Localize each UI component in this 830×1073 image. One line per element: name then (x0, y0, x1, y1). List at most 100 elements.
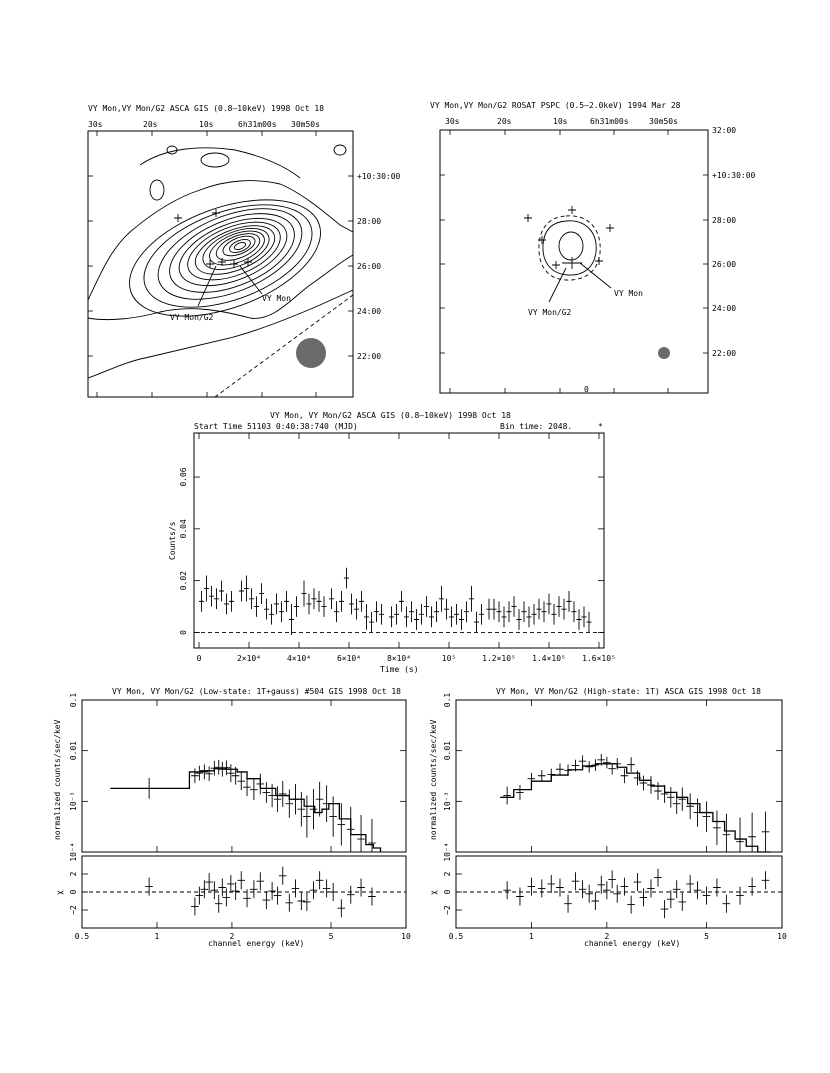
spectrum-low-data-point (195, 765, 204, 781)
gis-psf-disc (296, 338, 326, 368)
spectrum-low-title: VY Mon, VY Mon/G2 (Low-state: 1T+gauss) … (112, 687, 401, 696)
spectrum-low-residual-point (195, 886, 204, 905)
spectrum-low-y-tick-label: 10⁻⁴ (69, 842, 78, 861)
spectrum-low-residual-point (291, 879, 300, 898)
pspc-frame-ticks (440, 129, 708, 393)
lightcurve-data-point (418, 603, 425, 625)
lightcurve-data-point (541, 601, 547, 623)
gis-pointer-vymon (239, 265, 263, 295)
spectrum-high-residual-point (597, 875, 606, 894)
gis-label-vymon: VY Mon (262, 294, 291, 303)
pspc-dec-tick-1: +10:30:00 (712, 171, 756, 180)
pspc-bottom-mark: 0 (584, 385, 589, 394)
spectrum-low-resid-tick-label: 2 (69, 871, 78, 876)
spectrum-low-model-line (110, 768, 382, 852)
spectrum-low-data-point (337, 803, 346, 846)
spectrum-low-data-point (243, 778, 251, 797)
lightcurve-data-point (368, 611, 375, 633)
lightcurve-bin-time: Bin time: 2048. (500, 422, 572, 431)
lightcurve-data-point (213, 588, 220, 610)
lightcurve-data-point (536, 598, 542, 620)
spectrum-low-data-point (273, 786, 282, 813)
lightcurve-data-point (278, 601, 285, 623)
spectrum-high-residual-point (556, 878, 564, 897)
spectrum-low-residual-point (357, 878, 365, 897)
gis-dec-tick-1: 28:00 (357, 217, 381, 226)
spectrum-low-x-tick-label: 2 (230, 932, 235, 941)
spectrum-high-residual-point (686, 874, 694, 893)
spectrum-high-residual-point (608, 870, 616, 889)
spectrum-high-data-point (761, 811, 770, 852)
lightcurve-x-tick-labels: 0 2×10⁴ 4×10⁴ 6×10⁴ 8×10⁴ 10⁵ 1.2×10⁵ 1.4×10⁵ 1.… (197, 654, 616, 663)
spectrum-low-residual-point (297, 892, 306, 910)
spectrum-low-residual-point (243, 889, 251, 908)
lightcurve-data-point (438, 585, 445, 612)
spectrum-low-data-point (291, 783, 300, 815)
spectrum-high-data-point (585, 761, 593, 773)
spectrum-low-data-point (357, 814, 365, 852)
spectrum-high-data-point (693, 798, 702, 827)
lightcurve-data-point (258, 583, 265, 604)
spectrum-high-xlabel: channel energy (keV) (584, 939, 680, 948)
spectrum-high-residual-point (736, 886, 744, 905)
pspc-ra-tick-4: 30m50s (649, 117, 678, 126)
spectrum-high-data-point (713, 810, 721, 846)
lightcurve-data-point (531, 603, 537, 625)
spectrum-high-data-point (678, 787, 687, 811)
lightcurve-data-point (353, 598, 360, 620)
lightcurve-data-point (263, 598, 270, 620)
spectrum-high-data-points (503, 754, 770, 852)
lightcurve-data-point (333, 601, 340, 623)
spectrum-high-x-tick-label: 0.5 (449, 932, 464, 941)
spectrum-high-residual-points (503, 868, 770, 919)
spectrum-high-data-point (527, 772, 536, 785)
lightcurve-y-tick-label: 0.02 (179, 571, 188, 590)
spectrum-high-residual-point (627, 895, 635, 914)
spectrum-high-residual-point (602, 881, 611, 900)
lightcurve-data-point (268, 603, 275, 625)
spectrum-low-data-point (250, 779, 258, 800)
lightcurve-data-point (306, 593, 312, 615)
spectrum-high-resid-tick-label: 0 (443, 889, 452, 894)
spectrum-high-panel: VY Mon, VY Mon/G2 (High-state: 1T) ASCA … (429, 687, 787, 948)
lightcurve-y-tick-label: 0 (179, 630, 188, 635)
lightcurve-ylabel: Counts/s (168, 521, 177, 560)
lightcurve-data-point (478, 603, 485, 625)
pspc-label-g2: VY Mon/G2 (528, 308, 572, 317)
lightcurve-data-point (228, 591, 235, 612)
spectrum-high-residual-point (516, 887, 524, 906)
spectrum-high-residual-point (666, 890, 675, 909)
spectrum-high-residual-point (503, 881, 511, 900)
spectrum-high-data-point (666, 786, 675, 808)
spectrum-low-main-frame (81, 699, 407, 853)
lightcurve-data-point (328, 588, 335, 610)
spectrum-low-residual-point (200, 880, 209, 899)
lightcurve-data-point (491, 598, 497, 620)
spectrum-low-data-point (315, 781, 324, 817)
lightcurve-data-point (358, 591, 365, 612)
pspc-label-vymon: VY Mon (614, 289, 643, 298)
spectrum-high-y-tick-label: 10⁻⁴ (443, 842, 452, 861)
pspc-image-panel: VY Mon,VY Mon/G2 ROSAT PSPC (0.5–2.0keV)… (430, 101, 756, 394)
lightcurve-y-tick-label: 0.06 (179, 467, 188, 486)
lightcurve-data-point (511, 596, 517, 617)
lightcurve-data-point (253, 596, 260, 617)
spectrum-low-data-point (368, 818, 376, 852)
spectrum-high-residual-point (613, 884, 621, 903)
spectrum-high-data-point (578, 755, 587, 767)
pspc-ra-tick-0: 30s (445, 117, 460, 126)
spectrum-low-residual-point (368, 887, 376, 906)
spectrum-low-residual-point (205, 873, 213, 892)
spectrum-high-x-tick-label: 10 (777, 932, 787, 941)
lightcurve-data-point (453, 603, 460, 625)
spectrum-high-residual-point (571, 872, 580, 891)
lightcurve-data-point (556, 596, 562, 617)
lightcurve-data-point (316, 591, 322, 612)
spectrum-high-residual-point (564, 894, 572, 913)
lightcurve-data-point (506, 601, 512, 623)
lightcurve-data-point (273, 593, 280, 615)
spectrum-high-axis-ticks (455, 699, 783, 928)
spectrum-high-data-point (672, 793, 681, 814)
spectrum-low-data-point (285, 789, 294, 818)
